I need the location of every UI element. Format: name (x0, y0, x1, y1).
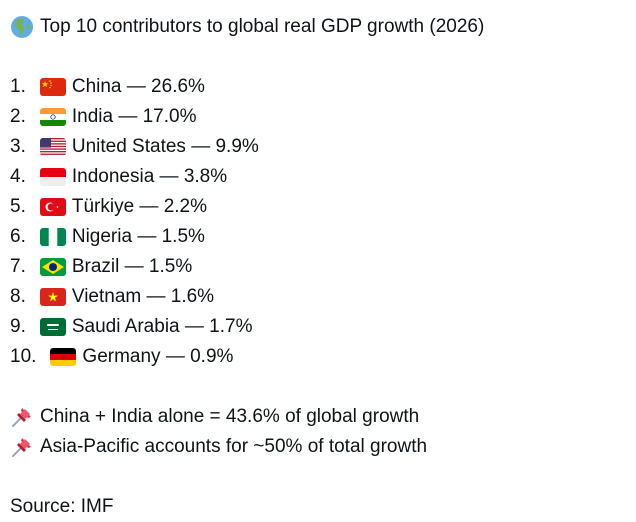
flag-vietnam-icon (39, 288, 66, 306)
post-title-line: Top 10 contributors to global real GDP g… (10, 12, 626, 42)
notes-list: China + India alone = 43.6% of global gr… (10, 402, 626, 462)
post-title: Top 10 contributors to global real GDP g… (40, 16, 485, 37)
rank-number: 6. (10, 226, 26, 247)
list-item: 2. India — 17.0% (10, 102, 626, 132)
flag-turkiye-icon (39, 198, 66, 216)
item-label: Brazil — 1.5% (71, 256, 193, 277)
item-label: India — 17.0% (71, 106, 197, 127)
item-label: Germany — 0.9% (82, 346, 234, 367)
rank-number: 2. (10, 106, 26, 127)
note-line: China + India alone = 43.6% of global gr… (10, 402, 626, 432)
globe-icon (10, 15, 34, 39)
rank-number: 5. (10, 196, 26, 217)
list-item: 7. Brazil — 1.5% (10, 252, 626, 282)
rank-number: 3. (10, 136, 26, 157)
pushpin-icon (10, 435, 34, 459)
flag-germany-icon (50, 348, 77, 366)
flag-united-states-icon (39, 138, 66, 156)
list-item: 10. Germany — 0.9% (10, 342, 626, 372)
flag-india-icon (39, 108, 66, 126)
list-item: 6. Nigeria — 1.5% (10, 222, 626, 252)
list-item: 4. Indonesia — 3.8% (10, 162, 626, 192)
rank-number: 4. (10, 166, 26, 187)
flag-brazil-icon (39, 258, 66, 276)
post-body: Top 10 contributors to global real GDP g… (10, 12, 626, 522)
pushpin-icon (10, 405, 34, 429)
rank-number: 9. (10, 316, 26, 337)
item-label: United States — 9.9% (71, 136, 259, 157)
item-label: China — 26.6% (71, 76, 205, 97)
rank-number: 10. (10, 346, 37, 367)
note-text: China + India alone = 43.6% of global gr… (40, 406, 420, 427)
flag-nigeria-icon (39, 228, 66, 246)
list-item: 9. Saudi Arabia — 1.7% (10, 312, 626, 342)
list-item: 1. China — 26.6% (10, 72, 626, 102)
rank-number: 8. (10, 286, 26, 307)
contributor-list: 1. China — 26.6% 2. India — 17.0% 3. United S… (10, 72, 626, 372)
rank-number: 7. (10, 256, 26, 277)
flag-china-icon (39, 78, 66, 96)
item-label: Vietnam — 1.6% (71, 286, 215, 307)
rank-number: 1. (10, 76, 26, 97)
flag-indonesia-icon (39, 168, 66, 186)
flag-saudi-arabia-icon (39, 318, 66, 336)
list-item: 8. Vietnam — 1.6% (10, 282, 626, 312)
item-label: Indonesia — 3.8% (71, 166, 228, 187)
item-label: Nigeria — 1.5% (71, 226, 205, 247)
list-item: 5. Türkiye — 2.2% (10, 192, 626, 222)
note-text: Asia-Pacific accounts for ~50% of total … (40, 436, 428, 457)
source-text: Source: IMF (10, 496, 114, 517)
item-label: Türkiye — 2.2% (71, 196, 208, 217)
list-item: 3. United States — 9.9% (10, 132, 626, 162)
note-line: Asia-Pacific accounts for ~50% of total … (10, 432, 626, 462)
item-label: Saudi Arabia — 1.7% (71, 316, 253, 337)
